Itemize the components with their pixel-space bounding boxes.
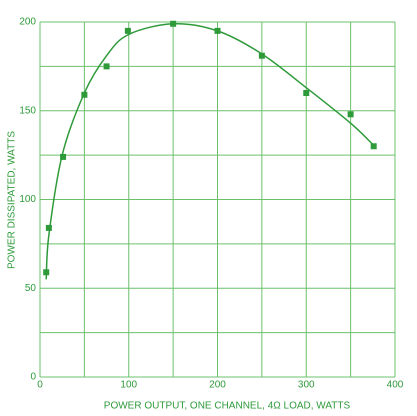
y-tick-label: 150 [19,105,36,116]
x-tick-label: 0 [37,380,43,391]
data-point [347,111,354,118]
data-point [303,90,310,96]
data-point [370,143,377,150]
y-tick-label: 0 [30,372,36,383]
data-point [45,224,52,231]
fit-curve [45,22,374,280]
data-point [124,27,131,34]
y-tick-label: 50 [25,283,37,294]
x-tick-label: 400 [387,380,404,391]
x-tick-label: 200 [209,380,226,391]
x-tick-label: 100 [120,380,137,391]
data-point [258,52,265,59]
data-point [60,153,67,160]
x-tick-label: 300 [298,380,315,391]
y-tick-label: 100 [19,194,36,205]
y-tick-label: 200 [19,17,36,28]
y-axis-label: POWER DISSIPATED, WATTS [7,131,18,269]
data-point [103,63,110,70]
x-axis-label: POWER OUTPUT, ONE CHANNEL, 4Ω LOAD, WATT… [104,401,351,412]
